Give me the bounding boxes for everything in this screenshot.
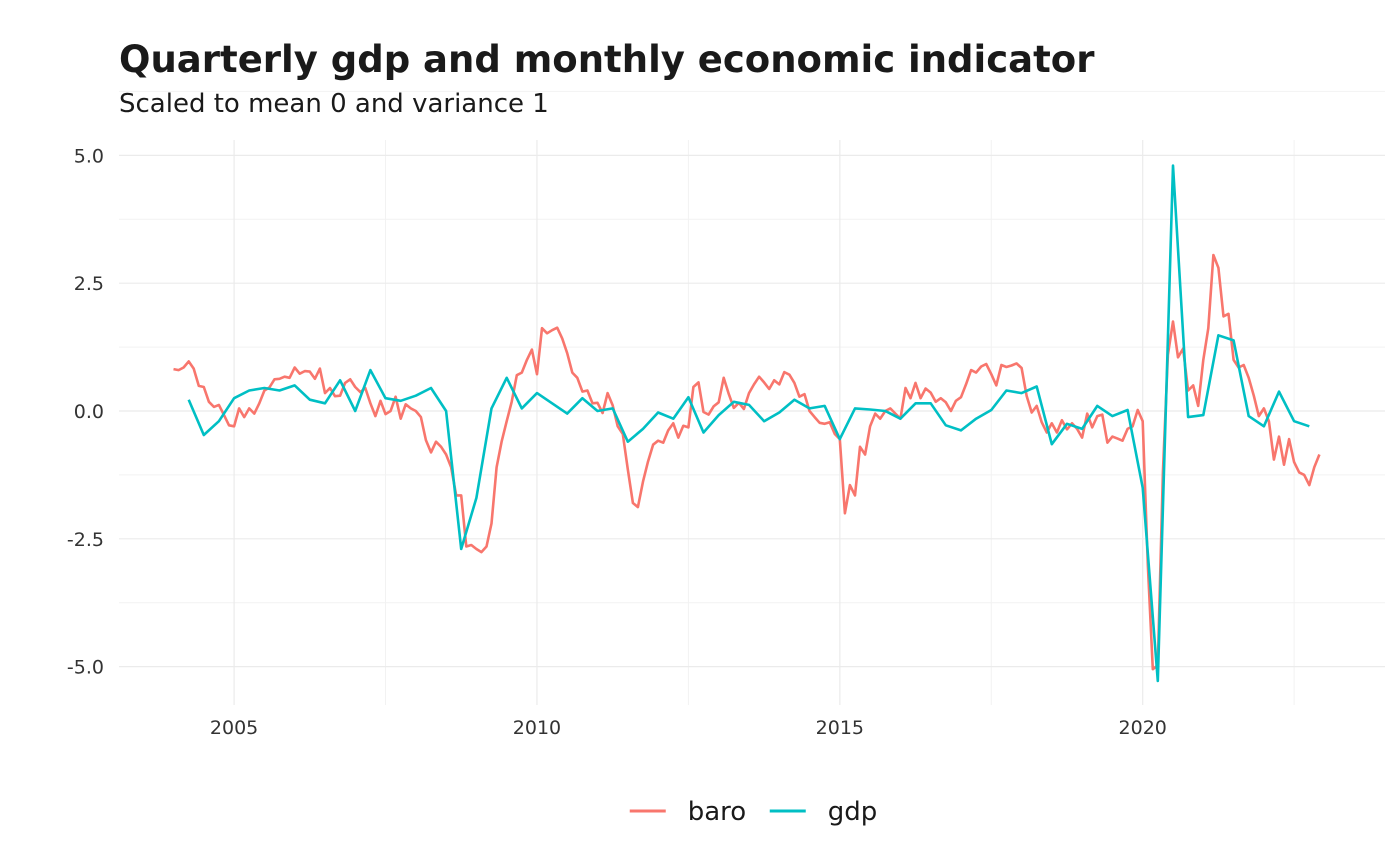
y-axis-ticks: -5.0 -2.5 0.0 2.5 5.0 (67, 145, 104, 678)
y-tick-label: -5.0 (67, 657, 104, 679)
x-tick-label: 2005 (210, 717, 258, 739)
y-tick-label: 5.0 (74, 145, 104, 167)
legend-label-gdp: gdp (828, 797, 878, 827)
x-tick-label: 2015 (816, 717, 864, 739)
legend-label-baro: baro (688, 797, 746, 827)
chart-title: Quarterly gdp and monthly economic indic… (119, 38, 1095, 81)
x-tick-label: 2010 (513, 717, 561, 739)
y-tick-label: -2.5 (67, 529, 104, 551)
y-tick-label: 0.0 (74, 401, 104, 423)
series-line-baro (173, 253, 1321, 671)
chart-subtitle: Scaled to mean 0 and variance 1 (119, 89, 549, 119)
legend: baro gdp (629, 797, 878, 827)
x-tick-label: 2020 (1119, 717, 1167, 739)
x-axis-ticks: 2005 2010 2015 2020 (210, 717, 1167, 739)
series-line-gdp (187, 164, 1310, 683)
series-lines (173, 164, 1321, 683)
y-tick-label: 2.5 (74, 273, 104, 295)
